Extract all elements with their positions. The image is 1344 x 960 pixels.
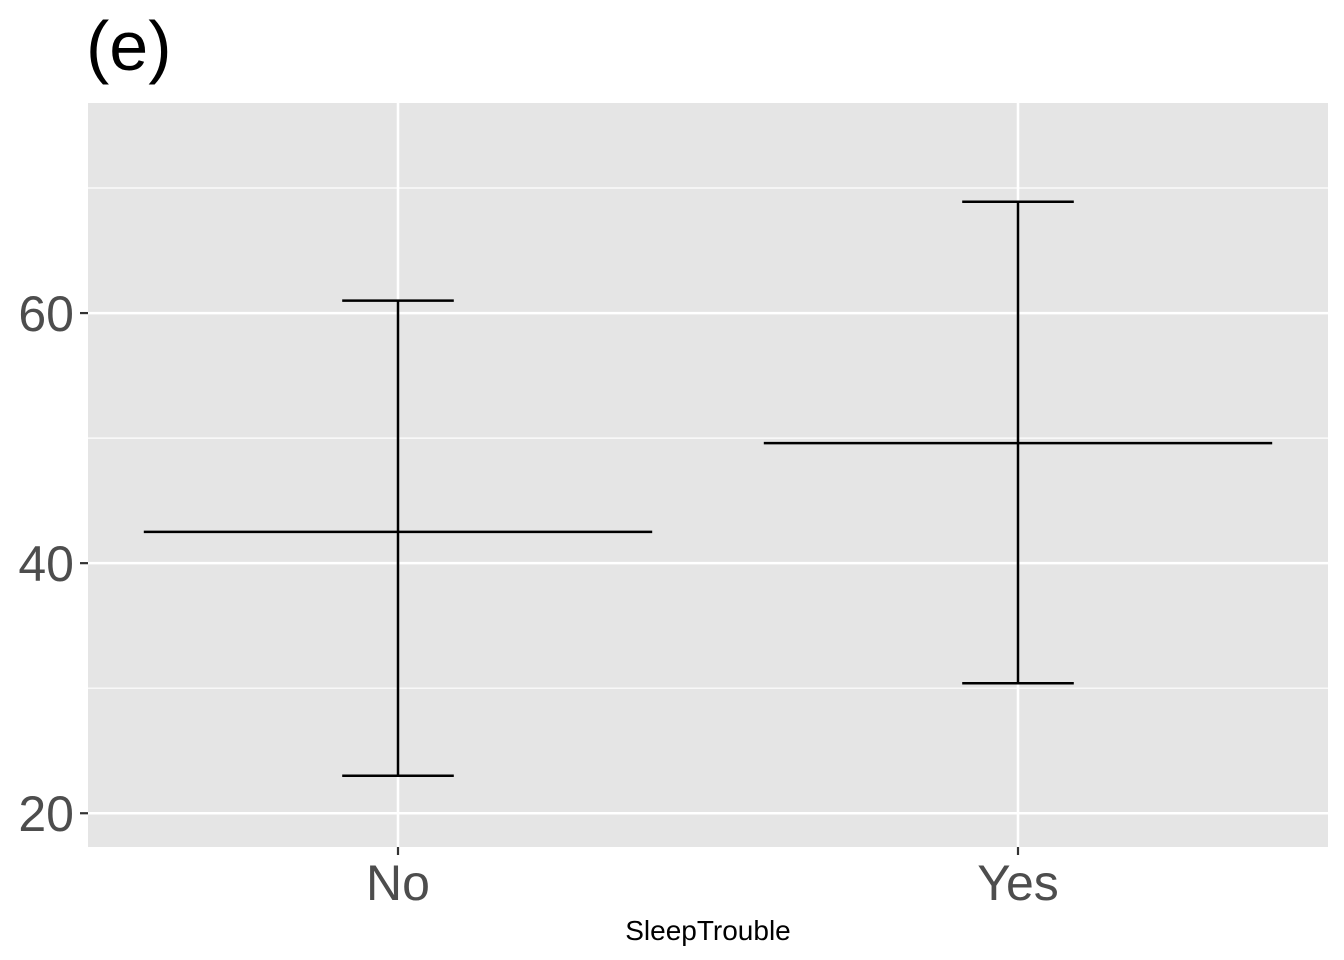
x-tick-label: Yes xyxy=(977,855,1059,911)
minor-gridlines xyxy=(88,187,1328,689)
x-axis: No Yes xyxy=(366,847,1059,911)
y-tick-label: 60 xyxy=(18,286,74,342)
x-tick-label: No xyxy=(366,855,430,911)
y-tick-label: 40 xyxy=(18,536,74,592)
y-tick-label: 20 xyxy=(18,786,74,842)
plot-panel xyxy=(88,103,1328,847)
chart-title: (e) xyxy=(86,7,172,85)
y-axis: 20 40 60 xyxy=(18,286,88,842)
x-axis-title: SleepTrouble xyxy=(625,915,791,946)
error-bars xyxy=(143,200,1273,777)
